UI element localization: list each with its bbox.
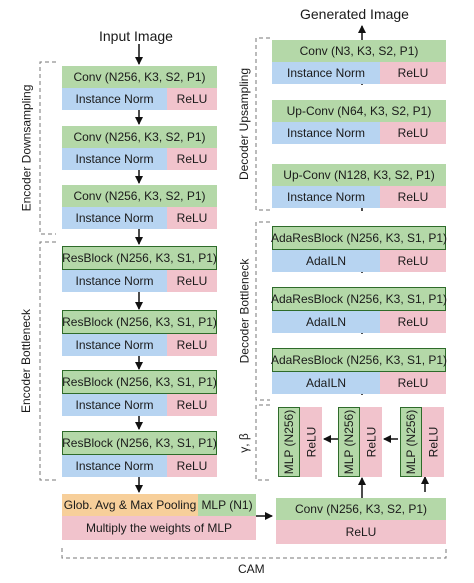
mlp-layer: MLP (N256) — [400, 407, 422, 477]
instance-norm-layer: Instance Norm — [62, 88, 167, 110]
adailn-layer: AdaILN — [272, 250, 380, 272]
adailn-layer: AdaILN — [272, 372, 380, 394]
instance-norm-layer: Instance Norm — [62, 394, 167, 416]
gamma-beta-label: γ, β — [236, 432, 251, 453]
instance-norm-layer: Instance Norm — [62, 455, 167, 477]
mlp-label: MLP (N256) — [404, 409, 419, 475]
gamma-beta-bracket — [255, 404, 270, 481]
cam-bracket — [61, 548, 447, 559]
upconv-layer: Up-Conv (N128, K3, S2, P1) — [272, 164, 446, 186]
conv-layer: Conv (N256, K3, S2, P1) — [62, 185, 217, 207]
relu-layer: ReLU — [380, 372, 446, 394]
conv-layer: Conv (N3, K3, S2, P1) — [272, 40, 446, 62]
decoder-upsampling-label: Decoder Upsampling — [237, 67, 251, 181]
generated-image-title: Generated Image — [300, 6, 409, 22]
global-pooling-layer: Glob. Avg & Max Pooling — [62, 494, 198, 516]
encoder-downsampling-label: Encoder Downsampling — [19, 84, 34, 212]
relu-layer: ReLU — [276, 520, 446, 544]
relu-layer: ReLU — [167, 207, 217, 229]
gamma-beta-label-box: γ, β — [232, 405, 256, 480]
adailn-layer: AdaILN — [272, 311, 380, 333]
resblock-layer: ResBlock (N256, K3, S1, P1) — [62, 370, 217, 394]
resblock-layer: ResBlock (N256, K3, S1, P1) — [62, 310, 217, 334]
cam-label: CAM — [238, 562, 265, 576]
relu-layer: ReLU — [380, 311, 446, 333]
resblock-layer: ResBlock (N256, K3, S1, P1) — [62, 246, 217, 270]
relu-layer: ReLU — [380, 186, 446, 208]
encoder-down-bracket — [39, 61, 56, 235]
conv-layer: Conv (N256, K3, S2, P1) — [62, 126, 217, 148]
relu-layer: ReLU — [380, 122, 446, 144]
input-image-title: Input Image — [99, 28, 173, 44]
adaresblock-layer: AdaResBlock (N256, K3, S1, P1) — [271, 226, 447, 250]
relu-layer: ReLU — [167, 148, 217, 170]
resblock-layer: ResBlock (N256, K3, S1, P1) — [62, 431, 217, 455]
instance-norm-layer: Instance Norm — [272, 186, 380, 208]
encoder-bottleneck-label: Encoder Bottleneck — [19, 308, 33, 414]
mlp-layer: MLP (N256) — [278, 407, 300, 477]
conv-layer: Conv (N256, K3, S2, P1) — [62, 66, 217, 88]
encoder-bottleneck-bracket — [39, 241, 56, 481]
mlp-layer: MLP (N256) — [338, 407, 360, 477]
relu-layer: ReLU — [380, 250, 446, 272]
mlp-label: MLP (N256) — [282, 409, 297, 475]
instance-norm-layer: Instance Norm — [62, 148, 167, 170]
relu-layer: ReLU — [167, 455, 217, 477]
decoder-up-bracket — [255, 37, 270, 211]
instance-norm-layer: Instance Norm — [62, 334, 167, 356]
multiply-weights-layer: Multiply the weights of MLP — [62, 516, 256, 540]
decoder-bottleneck-label-box: Decoder Bottleneck — [232, 222, 256, 400]
relu-label: ReLU — [426, 426, 440, 458]
relu-layer: ReLU — [300, 407, 322, 477]
instance-norm-layer: Instance Norm — [62, 270, 167, 292]
relu-layer: ReLU — [167, 270, 217, 292]
adaresblock-layer: AdaResBlock (N256, K3, S1, P1) — [271, 287, 447, 311]
mlp-label: MLP (N256) — [342, 409, 357, 475]
relu-layer: ReLU — [167, 88, 217, 110]
relu-layer: ReLU — [380, 62, 446, 84]
instance-norm-layer: Instance Norm — [272, 62, 380, 84]
encoder-bottleneck-label-box: Encoder Bottleneck — [14, 242, 38, 480]
instance-norm-layer: Instance Norm — [272, 122, 380, 144]
relu-label: ReLU — [304, 426, 318, 458]
decoder-bottleneck-bracket — [255, 221, 270, 401]
upconv-layer: Up-Conv (N64, K3, S2, P1) — [272, 100, 446, 122]
relu-layer: ReLU — [167, 334, 217, 356]
relu-layer: ReLU — [167, 394, 217, 416]
decoder-upsampling-label-box: Decoder Upsampling — [232, 38, 256, 210]
relu-layer: ReLU — [360, 407, 382, 477]
relu-layer: ReLU — [422, 407, 444, 477]
adaresblock-layer: AdaResBlock (N256, K3, S1, P1) — [271, 348, 447, 372]
decoder-bottleneck-label: Decoder Bottleneck — [237, 258, 252, 364]
conv-layer: Conv (N256, K3, S2, P1) — [276, 498, 446, 520]
instance-norm-layer: Instance Norm — [62, 207, 167, 229]
encoder-downsampling-label-box: Encoder Downsampling — [14, 62, 38, 234]
relu-label: ReLU — [364, 426, 378, 458]
mlp-n1-layer: MLP (N1) — [198, 494, 256, 516]
